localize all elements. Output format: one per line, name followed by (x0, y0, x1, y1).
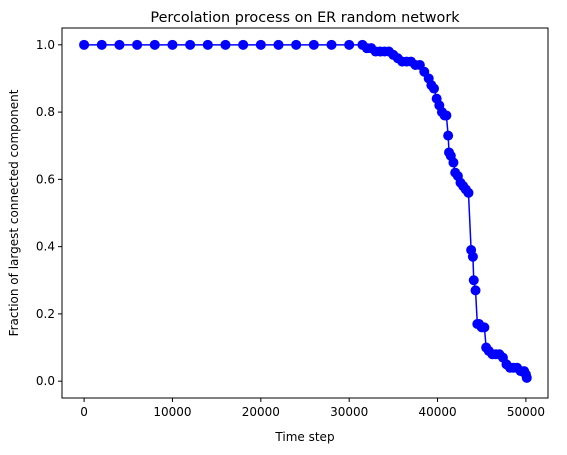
data-point (291, 39, 302, 50)
y-tick-label: 0.0 (36, 374, 55, 388)
data-point (326, 39, 337, 50)
y-tick-label: 0.2 (36, 307, 55, 321)
data-point (443, 130, 454, 141)
data-point (185, 39, 196, 50)
data-point (470, 285, 481, 296)
x-tick-label: 50000 (507, 405, 545, 419)
data-point (96, 39, 107, 50)
data-point (344, 39, 355, 50)
data-point (79, 39, 90, 50)
data-point (441, 110, 452, 121)
x-axis-label: Time step (274, 430, 334, 444)
data-point (521, 372, 532, 383)
y-tick-label: 0.8 (36, 105, 55, 119)
data-point (132, 39, 143, 50)
x-tick-label: 40000 (418, 405, 456, 419)
data-point (429, 83, 440, 94)
data-point (448, 157, 459, 168)
chart-title: Percolation process on ER random network (150, 10, 460, 26)
plot-area: 0 10000 20000 30000 40000 50000 0.0 0.2 0.4 0.6 0.… (36, 38, 545, 419)
data-point (467, 251, 478, 262)
data-point (308, 39, 319, 50)
axes-frame (61, 27, 549, 399)
data-point (167, 39, 178, 50)
data-point (255, 39, 266, 50)
y-tick-label: 0.6 (36, 172, 55, 186)
y-tick-label: 0.4 (36, 240, 55, 254)
x-tick-label: 20000 (242, 405, 280, 419)
data-point (238, 39, 249, 50)
data-point (468, 275, 479, 286)
x-tick-label: 0 (80, 405, 88, 419)
x-tick-label: 30000 (330, 405, 368, 419)
data-point (479, 322, 490, 333)
data-point (220, 39, 231, 50)
x-tick-label: 10000 (153, 405, 191, 419)
data-point (149, 39, 160, 50)
data-point (202, 39, 213, 50)
data-point (273, 39, 284, 50)
y-axis-label: Fraction of largest connected component (7, 89, 21, 336)
y-tick-label: 1.0 (36, 38, 55, 52)
data-point (463, 187, 474, 198)
data-point (114, 39, 125, 50)
